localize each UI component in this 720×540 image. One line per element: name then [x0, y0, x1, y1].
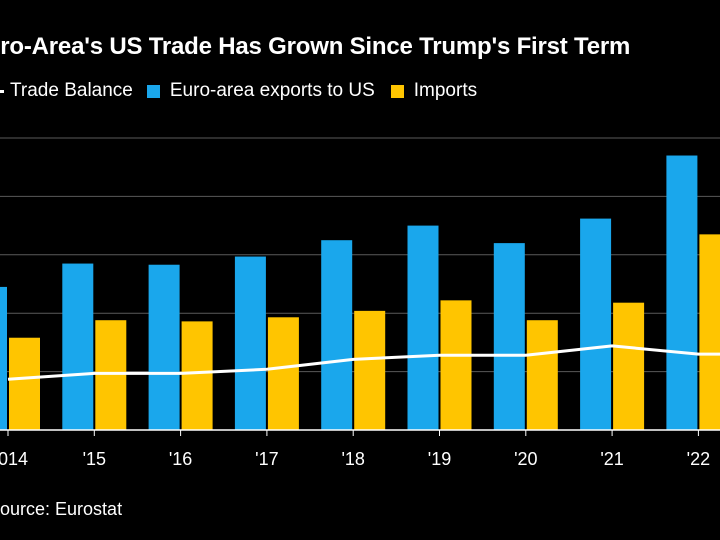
bar-imports: [699, 234, 720, 430]
bar-exports: [321, 240, 353, 430]
bar-exports: [234, 256, 266, 430]
bar-exports: [62, 263, 94, 430]
legend-item-exports: Euro-area exports to US: [146, 80, 375, 102]
bar-exports: [666, 155, 698, 430]
x-tick-label: 2014: [0, 449, 28, 469]
x-tick-label: '20: [514, 449, 537, 469]
legend-label-trade-balance: Trade Balance: [10, 80, 133, 101]
source-note: Source: Eurostat: [0, 499, 123, 519]
x-tick-label: '22: [687, 449, 710, 469]
bar-exports: [407, 225, 439, 430]
bar-imports: [9, 337, 40, 430]
bar-imports: [95, 320, 127, 430]
bar-imports: [613, 302, 645, 430]
x-tick-label: '15: [83, 449, 106, 469]
bar-imports: [267, 317, 299, 430]
legend-label-exports: Euro-area exports to US: [169, 80, 375, 101]
x-tick-label: '18: [341, 449, 364, 469]
legend-item-imports: Imports: [390, 80, 478, 102]
legend-swatch-imports: [390, 84, 404, 98]
trade-balance-line: [7, 344, 720, 381]
legend-swatch-exports: [146, 84, 160, 98]
x-tick-label: '21: [600, 449, 623, 469]
chart-title: Euro-Area's US Trade Has Grown Since Tru…: [0, 33, 631, 60]
x-tick-label: '17: [255, 449, 278, 469]
bar-imports: [181, 321, 213, 430]
bar-imports: [354, 310, 386, 430]
x-tick-label: '16: [169, 449, 192, 469]
bar-exports: [0, 286, 7, 430]
legend-item-trade-balance: Trade Balance: [0, 80, 133, 102]
legend-label-imports: Imports: [413, 80, 478, 101]
bar-imports: [440, 300, 472, 430]
bar-exports: [580, 218, 612, 430]
bar-exports: [148, 264, 180, 430]
bar-exports: [493, 243, 525, 430]
x-tick-label: '19: [428, 449, 451, 469]
bar-imports: [526, 320, 558, 430]
legend-swatch-line: [0, 89, 4, 93]
chart-legend: Trade Balance Euro-area exports to US Im…: [0, 79, 493, 103]
